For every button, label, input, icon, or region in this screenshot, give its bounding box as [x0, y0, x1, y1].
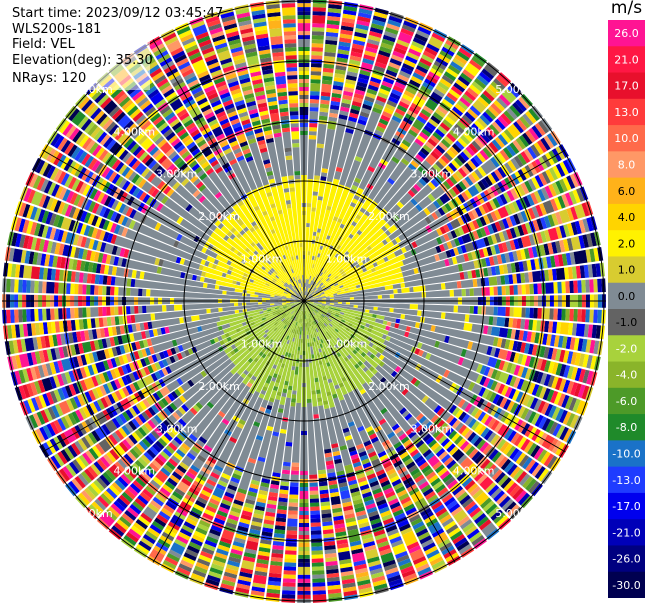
- range-ring-label: 1.00km: [326, 253, 368, 266]
- colorbar-segment: [608, 414, 645, 441]
- colorbar-segment: [608, 230, 645, 257]
- colorbar-tick-label: 6.0: [618, 185, 636, 198]
- colorbar-tick-label: -30.0: [612, 579, 640, 592]
- colorbar-tick-label: 4.0: [618, 211, 636, 224]
- colorbar-segment: [608, 335, 645, 363]
- range-ring-label: 5.00km: [71, 507, 113, 520]
- range-ring-label: 2.00km: [368, 380, 410, 393]
- azimuth-spoke: [42, 300, 305, 453]
- colorbar-segment: [608, 125, 645, 152]
- azimuth-spoke: [303, 300, 456, 563]
- range-ring-label: 3.00km: [411, 168, 453, 181]
- colorbar-segment: [608, 177, 645, 205]
- colorbar-tick-label: -6.0: [616, 395, 637, 408]
- azimuth-spokes: [2, 0, 606, 603]
- colorbar-tick-label: -2.0: [616, 342, 637, 355]
- colorbar-segment: [608, 571, 645, 598]
- colorbar-tick-label: 2.0: [618, 237, 636, 250]
- azimuth-spoke: [152, 39, 305, 302]
- azimuth-spoke: [152, 300, 305, 563]
- velocity-gates: [18, 4, 593, 595]
- field-label: Field: VEL: [12, 37, 75, 52]
- info-background: [10, 4, 150, 90]
- nrays-label: NRays: 120: [12, 71, 87, 86]
- colorbar-tick-label: 0.0: [618, 290, 636, 303]
- colorbar-tick-label: 13.0: [614, 106, 639, 119]
- range-ring-label: 5.00km: [495, 83, 537, 96]
- range-ring-label: 1.00km: [241, 253, 283, 266]
- colorbar-segment: [608, 20, 645, 47]
- colorbar-tick-label: -10.0: [612, 448, 640, 461]
- colorbar-segment: [608, 203, 645, 231]
- colorbar-tick-label: 10.0: [614, 132, 639, 145]
- range-ring-labels: 1.00km 1.00km 1.00km 1.00km 2.00km 2.00km 2.00…: [71, 83, 537, 520]
- colorbar-segment: [608, 545, 645, 573]
- site-label: WLS200s-181: [12, 22, 102, 37]
- range-ring-label: 4.00km: [453, 465, 495, 478]
- azimuth-spoke: [42, 149, 305, 302]
- velocity-gates: [22, 7, 590, 603]
- colorbar-segment: [608, 466, 645, 494]
- range-ring-label: 3.00km: [411, 422, 453, 435]
- colorbar-tick-label: -1.0: [616, 316, 637, 329]
- range-ring-label: 3.00km: [156, 168, 198, 181]
- colorbar-segment: [608, 151, 645, 179]
- range-ring-label: 2.00km: [368, 210, 410, 223]
- velocity-gates: [12, 0, 606, 599]
- start-time-label: Start time: 2023/09/12 03:45:47: [12, 6, 224, 21]
- colorbar-segment: [608, 256, 645, 284]
- colorbar-segment: [608, 72, 645, 100]
- range-ring-label: 5.00km: [495, 507, 537, 520]
- range-ring-label: 4.00km: [114, 125, 156, 138]
- colorbar-tick-label: -13.0: [612, 474, 640, 487]
- colorbar-tick-label: 1.0: [618, 264, 636, 277]
- range-ring-label: 2.00km: [198, 380, 240, 393]
- colorbar-tick-label: 26.0: [614, 27, 639, 40]
- azimuth-spoke: [303, 39, 456, 302]
- colorbar-segment: [608, 98, 645, 126]
- range-ring-label: 1.00km: [326, 337, 368, 350]
- colorbar-tick-label: -26.0: [612, 553, 640, 566]
- range-ring-label: 4.00km: [453, 125, 495, 138]
- colorbar-tick-label: 17.0: [614, 80, 639, 93]
- colorbar-segment: [608, 387, 645, 415]
- velocity-gates: [2, 23, 586, 577]
- range-ring-label: 3.00km: [156, 422, 198, 435]
- velocity-gates: [2, 0, 600, 603]
- colorbar-segment: [608, 519, 645, 546]
- colorbar-tick-label: 21.0: [614, 53, 639, 66]
- azimuth-spoke: [303, 300, 566, 453]
- velocity-gates: [7, 22, 606, 601]
- colorbar-tick-label: -21.0: [612, 526, 640, 539]
- colorbar-segment: [608, 492, 645, 520]
- colorbar-segment: [608, 309, 645, 336]
- elevation-label: Elevation(deg): 35.30: [12, 53, 153, 68]
- colorbar-segment: [608, 440, 645, 468]
- colorbar-tick-label: -8.0: [616, 421, 637, 434]
- colorbar-segment: [608, 46, 645, 74]
- velocity-gates: [4, 15, 576, 597]
- colorbar-tick-label: -17.0: [612, 500, 640, 513]
- colorbar: 26.0 21.0 17.0 13.0 10.0 8.0 6.0 4.0 2.0 1.0 0.0 -1…: [608, 20, 645, 598]
- range-ring-label: 2.00km: [198, 210, 240, 223]
- range-ring-label: 4.00km: [114, 465, 156, 478]
- colorbar-segment: [608, 282, 645, 310]
- colorbar-segment: [608, 361, 645, 389]
- range-ring-label: 1.00km: [241, 337, 283, 350]
- azimuth-spoke: [303, 149, 566, 302]
- colorbar-tick-label: -4.0: [616, 369, 637, 382]
- colorbar-unit: m/s: [610, 0, 643, 18]
- colorbar-tick-label: 8.0: [618, 159, 636, 172]
